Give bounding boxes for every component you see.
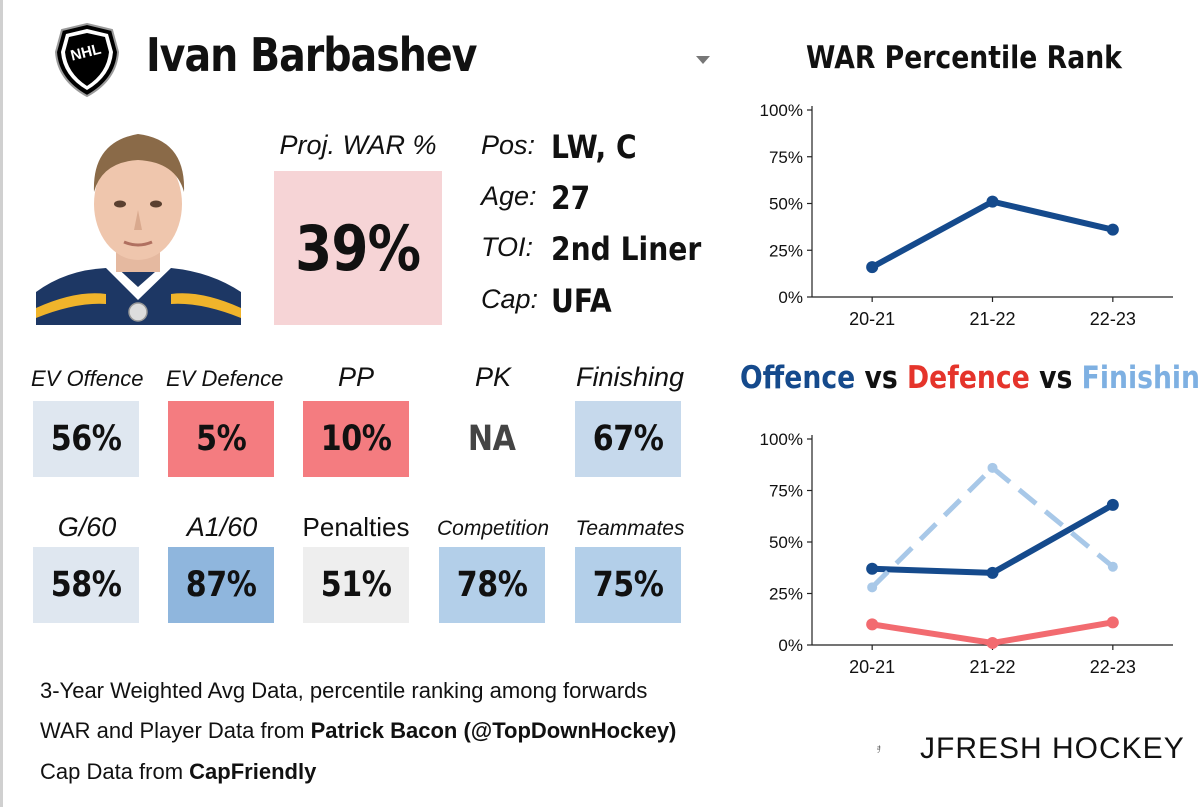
war-chart-series-0-point [1106,223,1119,236]
metric-label-pp: PP [337,362,375,392]
ovd-chart-series-0-point [1106,498,1119,511]
metric-box-pp: 10% [303,401,409,477]
war-chart-y-tick-label: 0% [778,288,803,307]
metric-box-teammates: 75% [575,547,681,623]
metric-box-penalties: 51% [303,547,409,623]
metric-label-competition: Competition [437,517,550,540]
pos-key: Pos: [481,130,536,160]
ovd-chart-series-1-point [1106,616,1119,629]
war-chart-x-tick-label: 20-21 [849,309,895,329]
metric-value-a160: 87% [185,565,257,605]
ovd-chart-series-0-point [986,566,999,579]
war-chart-x-tick-label: 21-22 [969,309,1015,329]
ovd-chart-series-0-point [866,562,879,575]
footer-war-source: WAR and Player Data from Patrick Bacon (… [40,718,676,744]
metric-label-ev-offence: EV Offence [31,366,144,391]
war-chart-y-tick-label: 75% [769,148,803,167]
ovd-chart-y-tick-label: 50% [769,533,803,552]
footer-cap-source: Cap Data from CapFriendly [40,759,316,785]
footer-cap-source-prefix: Cap Data from [40,759,190,784]
player-headshot [36,122,241,325]
ovd-chart-series-1-point [986,636,999,649]
age-value: 27 [551,179,591,217]
ovd-title-finishing: Finishing [1081,360,1200,396]
ovd-chart-title: Offence vs Defence vs Finishing [740,360,1200,396]
brand-name: JFRESH HOCKEY [920,732,1185,765]
ovd-title-vs-2: vs [1029,360,1082,396]
ovd-title-vs-1: vs [855,360,908,396]
war-chart-y-tick-label: 100% [760,101,803,120]
ovd-chart-x-tick-label: 22-23 [1090,657,1136,677]
metric-label-g60: G/60 [57,512,117,542]
metric-box-a160: 87% [168,547,274,623]
proj-war-value: 39% [295,211,421,285]
footer-war-source-name: Patrick Bacon (@TopDownHockey) [310,718,677,743]
war-chart-title: WAR Percentile Rank [806,40,1122,76]
metric-value-competition: 78% [456,565,528,605]
metric-box-ev-offence: 56% [33,401,139,477]
war-chart-y-tick-label: 50% [769,195,803,214]
metric-label-teammates: Teammates [575,517,685,540]
ovd-chart-y-tick-label: 75% [769,482,803,501]
metric-value-g60: 58% [50,565,122,605]
metric-label-ev-defence: EV Defence [166,366,284,391]
war-percentile-chart: 0% 25% 50% 75% 100% 20-21 21-22 22-23 [760,101,1173,329]
age-key: Age: [481,181,537,211]
proj-war-box: 39% [274,171,442,325]
metric-value-pp: 10% [320,419,392,459]
metric-value-finishing: 67% [592,419,664,459]
ovd-chart-x-tick-label: 20-21 [849,657,895,677]
nhl-shield-logo: NHL [54,22,120,98]
metric-box-finishing: 67% [575,401,681,477]
war-chart-series-0-point [986,195,999,208]
metric-label-a160: A1/60 [186,512,258,542]
proj-war-label: Proj. WAR % [279,130,437,160]
war-chart-y-tick-label: 25% [769,241,803,260]
toi-key: TOI: [481,232,534,262]
ovd-chart-x-tick-label: 21-22 [969,657,1015,677]
ovd-title-offence: Offence [740,360,856,396]
ovd-chart-series-2-point [987,462,998,473]
cap-key: Cap: [481,284,539,314]
player-dropdown-icon[interactable] [696,56,710,64]
player-name: Ivan Barbashev [146,28,477,82]
svg-text:NHL: NHL [69,41,103,65]
cap-value: UFA [551,282,612,320]
metric-box-ev-defence: 5% [168,401,274,477]
metric-value-penalties: 51% [320,565,392,605]
metric-value-teammates: 75% [592,565,664,605]
metric-value-ev-offence: 56% [50,419,122,459]
ovd-chart-series-1-point [866,618,879,631]
metric-box-competition: 78% [439,547,545,623]
war-chart-x-tick-label: 22-23 [1090,309,1136,329]
toi-value: 2nd Liner [551,230,702,268]
metric-box-pk: NA [439,401,545,477]
ovd-chart-y-tick-label: 25% [769,585,803,604]
jfresh-logo-mark [877,745,881,753]
footer-war-source-prefix: WAR and Player Data from [40,718,311,743]
footer-note: 3-Year Weighted Avg Data, percentile ran… [40,678,648,703]
metric-value-ev-defence: 5% [195,419,247,459]
left-border [0,0,3,807]
ovd-chart-y-tick-label: 0% [778,636,803,655]
footer-cap-source-name: CapFriendly [189,759,317,784]
metric-box-g60: 58% [33,547,139,623]
ovd-chart-series-2-point [867,582,878,593]
metric-value-pk: NA [468,419,516,459]
ovd-title-defence: Defence [907,360,1030,396]
ovd-chart-series-2-point [1107,561,1118,572]
metric-label-finishing: Finishing [575,362,685,392]
metric-label-pk: PK [474,362,512,392]
ovd-chart-series-2-line [870,465,1115,590]
metric-label-penalties: Penalties [302,512,410,542]
ovd-chart-y-tick-label: 100% [760,430,803,449]
war-chart-series-0-line [869,198,1116,271]
war-chart-series-0-point [866,261,879,274]
offence-defence-finishing-chart: 0% 25% 50% 75% 100% 20-21 21-22 22-23 [760,430,1173,677]
pos-value: LW, C [551,128,637,166]
